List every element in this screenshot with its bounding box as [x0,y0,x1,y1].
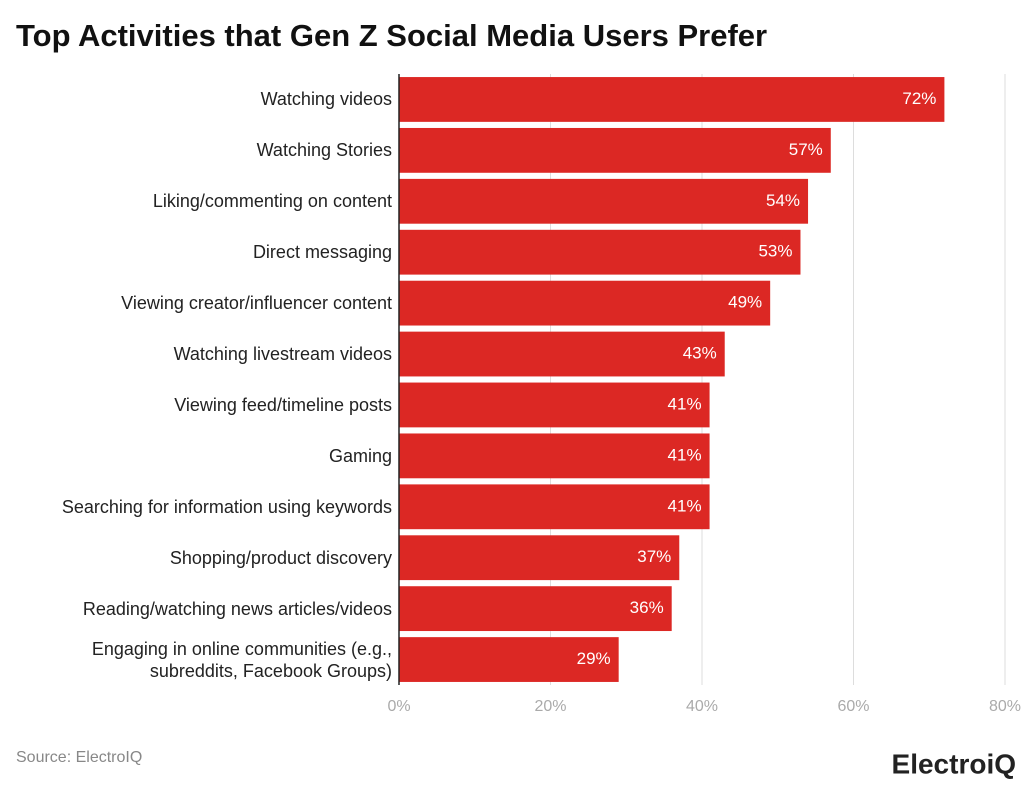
value-label: 41% [668,445,702,464]
y-tick-label: Shopping/product discovery [169,547,392,568]
y-tick-label: Engaging in online communities (e.g., su… [91,638,392,681]
y-tick-label: Liking/commenting on content [152,191,392,212]
value-label: 53% [758,242,792,261]
bar [399,229,801,275]
x-tick-label: 0% [387,698,410,715]
bar [399,77,945,122]
y-tick-label: Searching for information using keywords [61,496,392,517]
value-label: 37% [637,547,671,566]
y-tick-label: Watching Stories [256,140,392,161]
bar [399,637,619,682]
value-label: 72% [902,89,936,108]
y-tick-label: Gaming [328,445,392,466]
y-tick-label: Viewing feed/timeline posts [174,394,392,415]
bar [399,331,725,377]
value-label: 36% [630,598,664,617]
bar [399,178,809,224]
value-label: 41% [668,496,702,515]
bar [399,484,710,530]
bar [399,433,710,479]
y-tick-label: Reading/watching news articles/videos [82,598,392,619]
source: Source: ElectroIQ [16,749,142,766]
value-label: 54% [766,191,800,210]
x-tick-label: 60% [837,698,869,715]
bar [399,535,680,581]
value-label: 57% [789,140,823,159]
bar [399,280,771,326]
y-tick-label: Viewing creator/influencer content [121,293,392,314]
value-label: 49% [728,293,762,312]
chart-title: Top Activities that Gen Z Social Media U… [16,18,767,53]
value-label: 41% [668,394,702,413]
y-tick-label: Watching livestream videos [173,344,392,365]
y-tick-label: Direct messaging [252,242,392,263]
value-label: 43% [683,344,717,363]
brand-logo: ElectroiQ [892,748,1016,779]
bar [399,586,672,632]
x-tick-label: 40% [686,698,718,715]
x-tick-label: 80% [989,698,1021,715]
bar [399,127,831,173]
value-label: 29% [577,649,611,668]
bar [399,382,710,428]
y-tick-label: Watching videos [260,89,392,110]
x-tick-label: 20% [534,698,566,715]
